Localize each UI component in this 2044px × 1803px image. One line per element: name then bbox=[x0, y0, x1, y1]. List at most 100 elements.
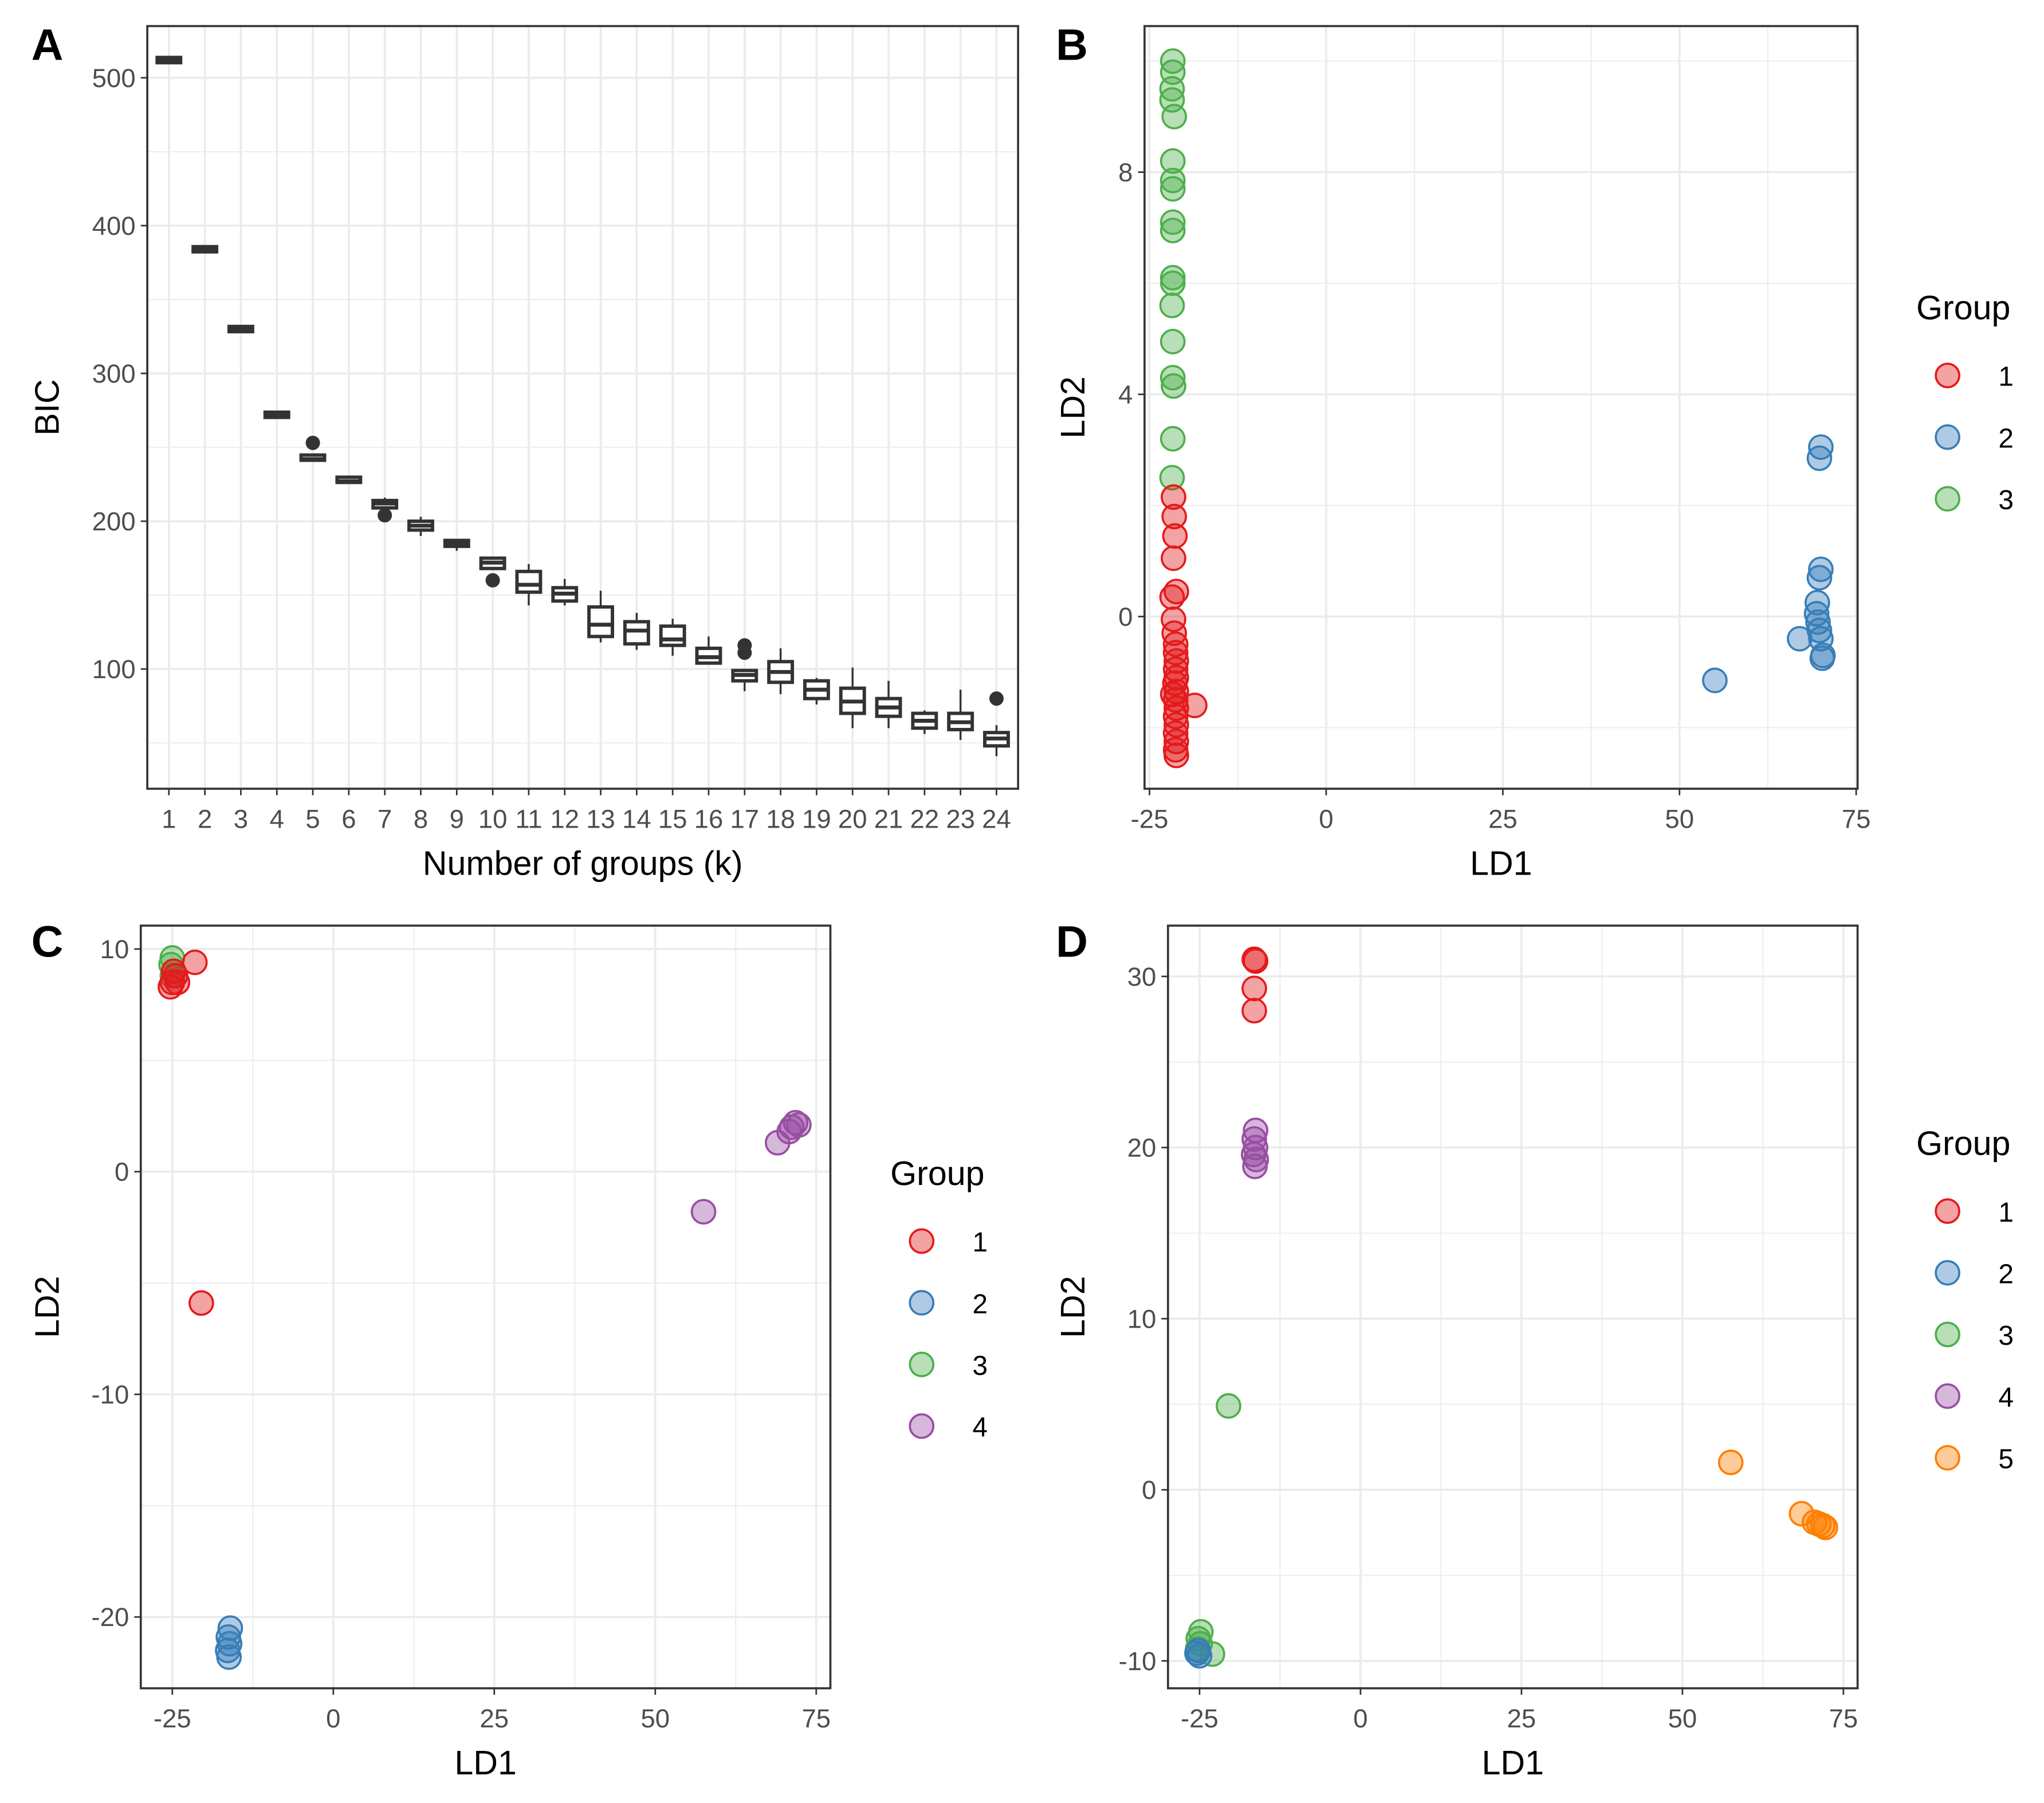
point-group-3 bbox=[1159, 293, 1185, 318]
legend-label: 2 bbox=[1998, 1259, 2014, 1289]
x-tick-label: 75 bbox=[1842, 804, 1871, 833]
legend-label: 3 bbox=[1998, 1321, 2014, 1351]
y-axis-title: LD2 bbox=[1054, 376, 1092, 439]
point-group-3 bbox=[1161, 373, 1186, 399]
x-axis-title: LD1 bbox=[1481, 1743, 1544, 1782]
legend-key-3 bbox=[909, 1351, 935, 1377]
x-tick-label: 25 bbox=[1488, 804, 1518, 833]
outlier-point bbox=[737, 638, 752, 653]
point-group-2 bbox=[1808, 556, 1834, 582]
x-tick-label: -25 bbox=[1181, 1704, 1218, 1733]
x-tick-label: 0 bbox=[1353, 1704, 1367, 1733]
x-tick-label: 21 bbox=[874, 804, 903, 833]
x-tick-label: 75 bbox=[801, 1704, 831, 1733]
point-group-4 bbox=[765, 1129, 791, 1156]
box-k20 bbox=[839, 667, 866, 729]
point-group-3 bbox=[1159, 464, 1185, 491]
plot-background bbox=[1144, 26, 1858, 789]
point-group-3 bbox=[1161, 104, 1188, 129]
legend-label: 5 bbox=[1998, 1444, 2014, 1474]
x-tick-label: 4 bbox=[270, 804, 284, 833]
point-group-2 bbox=[1702, 667, 1728, 694]
legend-label: 3 bbox=[1998, 485, 2014, 515]
box-k11 bbox=[515, 564, 543, 606]
point-group-4 bbox=[690, 1199, 717, 1225]
x-tick-label: 75 bbox=[1829, 1704, 1858, 1733]
x-tick-label: 13 bbox=[586, 804, 615, 833]
x-tick-label: 18 bbox=[766, 804, 795, 833]
point-group-1 bbox=[182, 949, 208, 975]
outlier-point bbox=[378, 508, 392, 523]
legend-key-4 bbox=[1935, 1383, 1960, 1409]
x-tick-label: 23 bbox=[946, 804, 975, 833]
plot-background bbox=[147, 26, 1019, 789]
y-tick-label: 200 bbox=[92, 507, 136, 536]
box-k7 bbox=[371, 497, 399, 523]
y-tick-label: 0 bbox=[115, 1158, 129, 1187]
point-group-1 bbox=[1161, 503, 1188, 530]
x-tick-label: 7 bbox=[378, 804, 392, 833]
point-group-2 bbox=[1184, 1640, 1210, 1666]
point-group-3 bbox=[1159, 209, 1186, 235]
plot-background bbox=[140, 926, 831, 1688]
point-group-1 bbox=[1243, 948, 1269, 974]
x-tick-label: 9 bbox=[450, 804, 464, 833]
legend-key-1 bbox=[909, 1228, 935, 1254]
legend-label: 2 bbox=[973, 1289, 988, 1320]
panel-letter: C bbox=[32, 918, 64, 967]
point-group-1 bbox=[1159, 584, 1185, 610]
x-tick-label: 10 bbox=[478, 804, 508, 833]
x-tick-label: 50 bbox=[640, 1704, 670, 1733]
box-k4 bbox=[263, 410, 290, 419]
x-tick-label: 3 bbox=[234, 804, 248, 833]
box-k6 bbox=[335, 475, 363, 485]
point-group-1 bbox=[1162, 523, 1188, 549]
point-group-2 bbox=[1809, 645, 1835, 671]
point-group-1 bbox=[1161, 545, 1186, 571]
panel-letter: D bbox=[1056, 918, 1088, 967]
x-tick-label: 25 bbox=[1507, 1704, 1536, 1733]
point-group-2 bbox=[1787, 625, 1813, 652]
box-k17 bbox=[731, 638, 758, 691]
x-tick-label: 0 bbox=[1319, 804, 1333, 833]
y-tick-label: 400 bbox=[92, 211, 136, 241]
point-group-3 bbox=[1159, 176, 1186, 202]
y-tick-label: 10 bbox=[1127, 1304, 1157, 1333]
point-group-3 bbox=[1159, 148, 1186, 174]
y-tick-label: 300 bbox=[92, 359, 136, 388]
y-axis-title: LD2 bbox=[1054, 1276, 1092, 1339]
x-tick-label: 50 bbox=[1668, 1704, 1697, 1733]
y-tick-label: 0 bbox=[1118, 602, 1133, 631]
box-k3 bbox=[227, 325, 254, 334]
legend: Group 1 2 3 4 5 bbox=[1916, 1124, 2014, 1475]
point-group-3 bbox=[1159, 426, 1186, 452]
legend-key-2 bbox=[1935, 424, 1960, 450]
panel-letter: B bbox=[1056, 21, 1088, 70]
legend-label: 1 bbox=[1998, 1198, 2014, 1228]
y-tick-label: 8 bbox=[1118, 158, 1133, 187]
point-group-5 bbox=[1717, 1450, 1744, 1475]
point-group-3 bbox=[1159, 218, 1186, 243]
y-axis-title: LD2 bbox=[27, 1276, 66, 1339]
legend-label: 3 bbox=[973, 1351, 988, 1381]
box-k21 bbox=[875, 680, 902, 729]
point-group-1 bbox=[1161, 607, 1186, 632]
plot-border bbox=[139, 924, 832, 1690]
y-tick-label: -10 bbox=[1119, 1647, 1157, 1676]
point-group-3 bbox=[1159, 167, 1186, 194]
box-k2 bbox=[191, 245, 219, 254]
point-group-1 bbox=[1162, 656, 1189, 682]
legend-key-1 bbox=[1935, 1198, 1960, 1224]
plot-border bbox=[1167, 924, 1859, 1690]
legend-key-5 bbox=[1935, 1444, 1960, 1471]
point-group-1 bbox=[1163, 729, 1189, 754]
box-k22 bbox=[911, 710, 938, 734]
point-group-1 bbox=[1163, 742, 1189, 769]
x-tick-label: -25 bbox=[154, 1704, 191, 1733]
x-tick-label: 6 bbox=[341, 804, 356, 833]
legend: Group 1 2 3 bbox=[1916, 289, 2014, 515]
point-group-5 bbox=[1813, 1514, 1838, 1541]
x-tick-label: 17 bbox=[730, 804, 759, 833]
y-axis-title: BIC bbox=[27, 379, 66, 436]
